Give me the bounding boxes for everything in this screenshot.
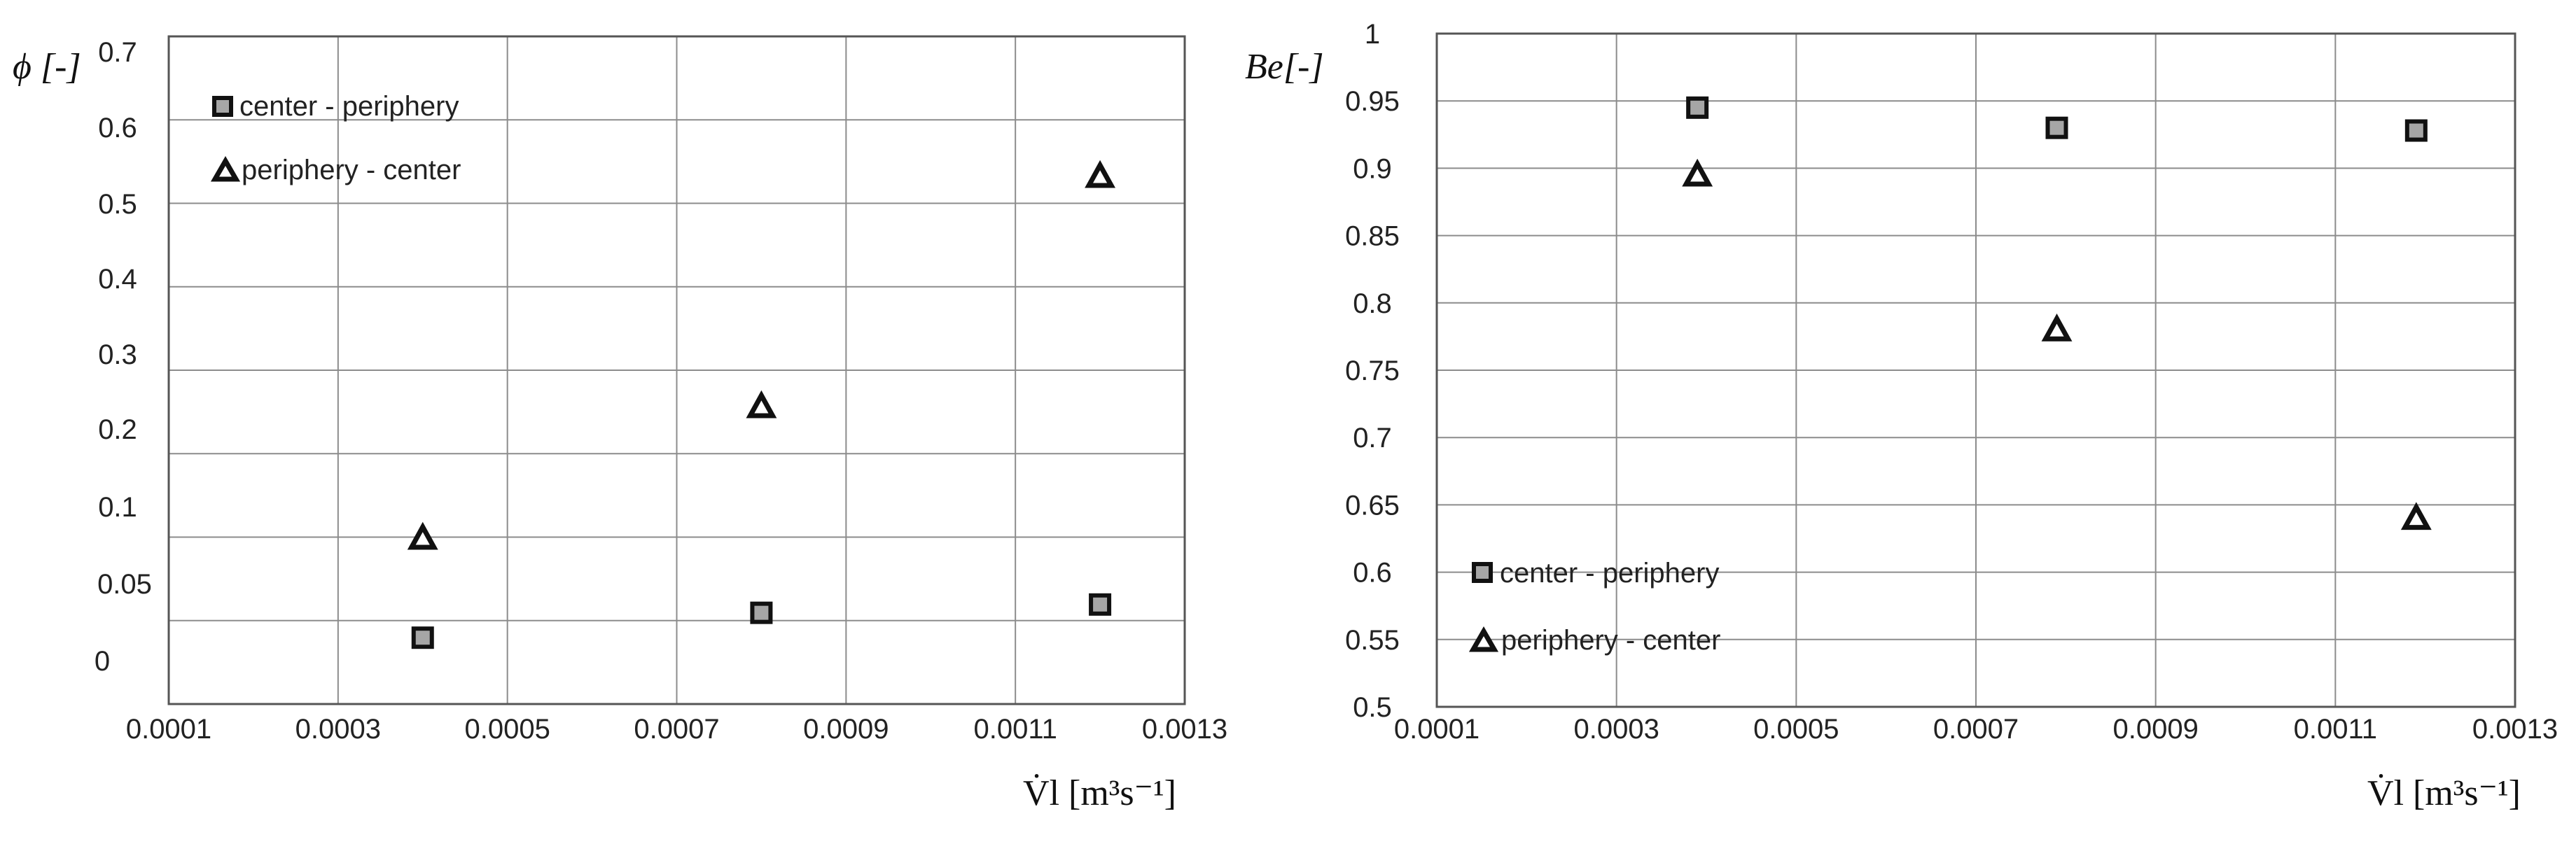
x-tick-label: 0.0009: [803, 714, 889, 745]
x-tick-label: 0.0003: [1573, 714, 1659, 745]
y-tick-label: 0.5: [98, 189, 137, 220]
plot-frame-left: [167, 35, 1186, 705]
x-tick-label: 0.0007: [1933, 714, 2019, 745]
data-points-left: [407, 160, 1116, 649]
y-tick-label: 0: [95, 646, 110, 677]
data-point-square: [750, 601, 773, 624]
y-tick-label: 0.75: [1345, 356, 1400, 386]
y-tick-labels-right: 0.5 0.55 0.6 0.65 0.7 0.75 0.8 0.85 0.9 0.95 1: [1345, 19, 1400, 723]
x-tick-label: 0.0009: [2112, 714, 2198, 745]
data-point-square: [411, 626, 434, 649]
y-axis-label-right: Be[-]: [1245, 47, 1324, 87]
x-tick-label: 0.0007: [634, 714, 719, 745]
legend-entry-label: periphery - center: [1501, 625, 1720, 656]
x-tick-label: 0.0001: [1394, 714, 1480, 745]
x-tick-label: 0.0011: [973, 714, 1057, 745]
x-tick-labels-right: 0.0001 0.0003 0.0005 0.0007 0.0009 0.0011 0.00…: [1394, 714, 2558, 745]
y-tick-label: 0.7: [1353, 423, 1392, 453]
y-axis-label-left: ϕ [-]: [13, 47, 81, 87]
data-point-triangle: [1085, 160, 1116, 188]
x-tick-label: 0.0013: [1142, 714, 1227, 745]
x-tick-label: 0.0013: [2472, 714, 2558, 745]
data-point-triangle: [1682, 158, 1713, 187]
legend-marker-square: [212, 96, 233, 117]
x-tick-label: 0.0011: [2294, 714, 2377, 745]
legend-marker-triangle: [210, 155, 241, 182]
y-tick-label: 0.6: [1353, 558, 1392, 589]
y-tick-label: 0.7: [98, 37, 137, 68]
data-point-square: [2045, 116, 2068, 139]
x-axis-label-right: V̇l [m³s⁻¹]: [2367, 773, 2521, 813]
y-tick-label: 0.5: [1353, 692, 1392, 723]
y-tick-label: 0.9: [1353, 153, 1392, 184]
data-point-triangle: [407, 521, 438, 550]
x-tick-label: 0.0005: [464, 714, 550, 745]
plot-grid-left: [169, 36, 1185, 704]
y-tick-label: 0.65: [1345, 490, 1400, 521]
data-point-square: [2404, 119, 2428, 142]
y-tick-label: 0.05: [97, 569, 152, 600]
y-tick-label: 0.95: [1345, 86, 1400, 117]
legend-entry-label: periphery - center: [242, 155, 461, 185]
chart-be: 0.5 0.55 0.6 0.65 0.7 0.75 0.8 0.85 0.9 0.95 1 0.0…: [1245, 19, 2558, 813]
y-tick-label: 0.4: [98, 264, 137, 295]
x-axis-label-left: V̇l [m³s⁻¹]: [1023, 773, 1176, 813]
legend-entry-label: center - periphery: [1500, 558, 1719, 589]
data-point-triangle: [746, 390, 777, 419]
x-tick-label: 0.0003: [295, 714, 381, 745]
plot-frame-right: [1435, 32, 2516, 708]
data-point-triangle: [2400, 502, 2432, 530]
y-tick-label: 0.3: [98, 339, 137, 370]
legend-marker-triangle: [1468, 626, 1499, 652]
x-tick-label: 0.0005: [1753, 714, 1839, 745]
data-point-square: [1686, 96, 1709, 119]
data-point-square: [1089, 593, 1112, 616]
y-tick-labels-left: 0 0.05 0.1 0.2 0.3 0.4 0.5 0.6 0.7: [95, 37, 152, 677]
x-tick-labels-left: 0.0001 0.0003 0.0005 0.0007 0.0009 0.0011 0.00…: [126, 714, 1227, 745]
legend-right: center - periphery periphery - center: [1468, 558, 1720, 656]
plot-grid-right: [1437, 34, 2515, 707]
y-tick-label: 0.1: [98, 492, 137, 523]
y-tick-label: 0.6: [98, 113, 137, 143]
y-tick-label: 0.55: [1345, 625, 1400, 656]
x-tick-label: 0.0001: [126, 714, 211, 745]
y-tick-label: 0.8: [1353, 288, 1392, 319]
chart-phi: 0 0.05 0.1 0.2 0.3 0.4 0.5 0.6 0.7 0.000…: [13, 35, 1227, 813]
data-points-right: [1682, 96, 2432, 530]
legend-entry-label: center - periphery: [239, 91, 459, 122]
y-tick-label: 0.2: [98, 414, 137, 445]
data-point-triangle: [2041, 314, 2073, 342]
y-tick-label: 0.85: [1345, 221, 1400, 252]
legend-marker-square: [1472, 562, 1493, 583]
legend-left: center - periphery periphery - center: [210, 91, 461, 185]
y-tick-label: 1: [1365, 19, 1380, 50]
